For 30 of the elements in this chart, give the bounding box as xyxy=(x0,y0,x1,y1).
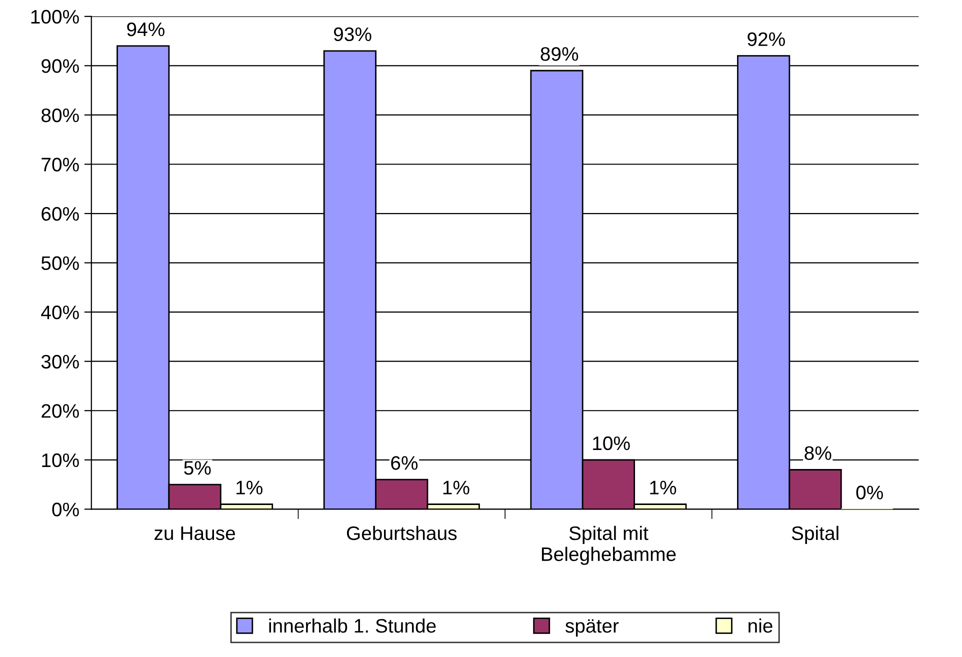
data-label: 93% xyxy=(334,27,372,42)
legend-label: später xyxy=(565,619,619,637)
y-tick-label: 40% xyxy=(41,306,79,320)
data-label: 94% xyxy=(127,22,164,36)
x-tick-label: Spital xyxy=(792,526,838,544)
data-label: 92% xyxy=(748,32,785,46)
y-tick-label: 20% xyxy=(42,404,79,418)
y-tick-label: 0% xyxy=(52,502,79,516)
data-label: 1% xyxy=(650,480,676,494)
y-tick-label: 80% xyxy=(42,108,79,122)
x-tick-label: Spital mit Beleghebamme xyxy=(542,526,676,565)
legend-label: innerhalb 1. Stunde xyxy=(269,618,436,633)
y-tick-label: 60% xyxy=(42,206,79,221)
x-tick-label: Geburtshaus xyxy=(346,526,457,540)
data-label: 89% xyxy=(540,47,578,61)
legend-label: nie xyxy=(748,618,772,633)
data-label: 1% xyxy=(443,480,470,494)
y-tick-label: 30% xyxy=(41,354,79,369)
data-label: 10% xyxy=(593,436,630,450)
data-label: 0% xyxy=(856,486,883,500)
y-tick-label: 100% xyxy=(31,10,79,24)
data-label: 1% xyxy=(236,480,262,494)
y-tick-label: 90% xyxy=(42,59,79,73)
x-tick-label: zu Hause xyxy=(154,526,236,540)
data-label: 5% xyxy=(184,461,211,475)
data-label: 8% xyxy=(804,446,832,460)
y-tick-label: 50% xyxy=(41,256,79,270)
y-tick-label: 70% xyxy=(42,158,79,172)
y-tick-label: 10% xyxy=(42,453,79,468)
data-label: 6% xyxy=(391,456,418,470)
